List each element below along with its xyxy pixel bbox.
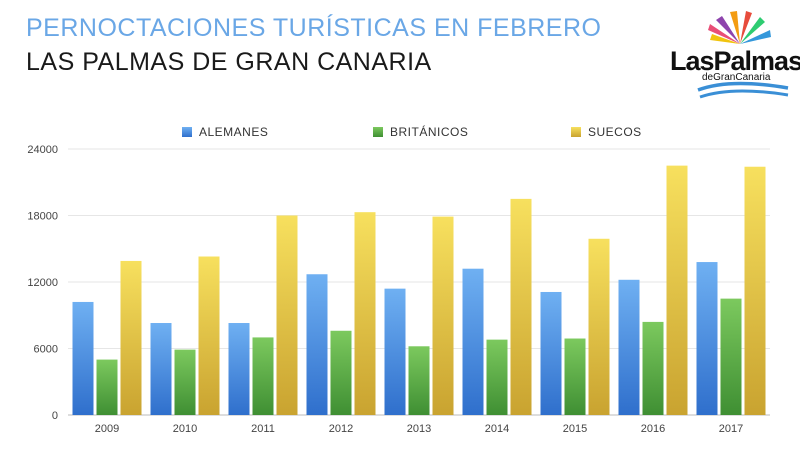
- y-tick-label: 6000: [34, 344, 58, 356]
- bar-alemanes-2016: [618, 279, 640, 415]
- bar-alemanes-2010: [150, 323, 172, 415]
- bar-alemanes-2015: [540, 291, 562, 415]
- bar-alemanes-2017: [696, 262, 718, 415]
- bar-suecos-2014: [510, 198, 532, 415]
- x-tick-label: 2010: [173, 423, 197, 435]
- x-tick-label: 2011: [251, 423, 275, 435]
- bar-suecos-2011: [276, 215, 298, 415]
- legend-label: BRITÁNICOS: [390, 124, 468, 139]
- bar-britnicos-2012: [330, 330, 352, 415]
- chart-title: PERNOCTACIONES TURÍSTICAS EN FEBRERO: [26, 14, 602, 42]
- bar-alemanes-2009: [72, 301, 94, 415]
- legend-swatch: [182, 127, 192, 137]
- las-palmas-logo: LasPalmas deGranCanaria: [668, 8, 800, 104]
- chart-subtitle: LAS PALMAS DE GRAN CANARIA: [26, 48, 432, 76]
- bar-britnicos-2010: [174, 349, 196, 415]
- bar-britnicos-2015: [564, 338, 586, 415]
- bar-suecos-2012: [354, 212, 376, 415]
- legend-swatch: [373, 127, 383, 137]
- bar-britnicos-2016: [642, 321, 664, 415]
- x-tick-label: 2009: [95, 423, 119, 435]
- legend-label: SUECOS: [588, 125, 642, 139]
- bar-britnicos-2014: [486, 339, 508, 415]
- bar-suecos-2010: [198, 256, 220, 415]
- bar-suecos-2009: [120, 260, 142, 415]
- bar-britnicos-2011: [252, 337, 274, 415]
- legend-swatch: [571, 127, 581, 137]
- x-tick-label: 2017: [719, 423, 743, 435]
- bar-alemanes-2013: [384, 288, 406, 415]
- bar-suecos-2013: [432, 216, 454, 415]
- y-tick-label: 18000: [27, 211, 58, 223]
- bar-alemanes-2012: [306, 274, 328, 415]
- y-tick-label: 24000: [27, 144, 58, 156]
- bar-britnicos-2013: [408, 346, 430, 415]
- y-tick-label: 12000: [27, 277, 58, 289]
- bar-suecos-2016: [666, 165, 688, 415]
- logo-tagline: deGranCanaria: [702, 72, 771, 83]
- bar-britnicos-2017: [720, 298, 742, 415]
- bar-suecos-2015: [588, 238, 610, 415]
- bar-alemanes-2014: [462, 268, 484, 415]
- bar-suecos-2017: [744, 166, 766, 415]
- legend-label: ALEMANES: [199, 125, 268, 139]
- palm-burst-icon: [697, 11, 789, 99]
- y-tick-label: 0: [52, 410, 58, 422]
- x-tick-label: 2016: [641, 423, 665, 435]
- bar-alemanes-2011: [228, 323, 250, 415]
- x-tick-label: 2014: [485, 423, 509, 435]
- x-tick-label: 2012: [329, 423, 353, 435]
- x-tick-label: 2013: [407, 423, 431, 435]
- bar-britnicos-2009: [96, 359, 118, 415]
- x-tick-label: 2015: [563, 423, 587, 435]
- logo-name: LasPalmas: [670, 46, 800, 76]
